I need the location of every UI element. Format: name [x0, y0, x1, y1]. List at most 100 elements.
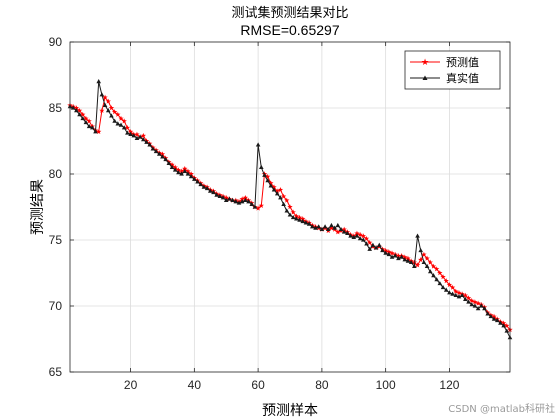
data-point-predicted: [424, 255, 430, 261]
series-layer: [67, 79, 513, 340]
data-point-actual: [70, 105, 76, 110]
data-point-predicted: [169, 161, 175, 168]
data-point-predicted: [469, 297, 475, 303]
data-point-predicted: [300, 216, 306, 222]
data-point-predicted: [386, 249, 392, 255]
data-point-actual: [207, 188, 213, 193]
data-point-actual: [488, 313, 494, 319]
data-point-predicted: [462, 292, 469, 298]
data-point-predicted: [421, 251, 427, 257]
data-point-predicted: [363, 235, 370, 241]
data-point-actual: [310, 224, 315, 229]
legend-label-predicted: 预测值: [446, 56, 479, 69]
data-point-actual: [443, 287, 449, 292]
data-point-predicted: [284, 197, 290, 203]
data-point-predicted: [127, 128, 134, 135]
data-point-predicted: [504, 323, 510, 329]
data-point-actual: [450, 291, 455, 296]
data-point-predicted: [500, 320, 507, 326]
data-point-actual: [147, 142, 153, 147]
data-point-predicted: [140, 132, 146, 138]
data-point-actual: [491, 316, 497, 321]
data-point-actual: [389, 254, 395, 259]
data-point-actual: [479, 303, 484, 308]
data-point-actual: [325, 226, 331, 232]
data-point-actual: [297, 217, 302, 222]
data-point-actual: [402, 257, 408, 262]
y-tick-label: 85: [49, 101, 63, 115]
x-tick-label: 20: [124, 378, 138, 392]
axes-box: [69, 41, 511, 373]
data-point-actual: [137, 134, 143, 139]
data-point-actual: [211, 189, 216, 195]
data-point-actual: [475, 306, 481, 311]
data-point-predicted: [475, 300, 481, 306]
data-point-predicted: [76, 107, 83, 113]
data-point-predicted: [159, 151, 166, 157]
data-point-predicted: [105, 98, 111, 104]
data-point-actual: [319, 226, 325, 232]
data-point-predicted: [239, 196, 245, 202]
watermark: CSDN @matlab科研社: [448, 402, 555, 415]
data-point-actual: [373, 245, 379, 250]
y-tick-label: 90: [49, 35, 63, 49]
data-point-predicted: [446, 282, 453, 288]
data-point-actual: [300, 218, 306, 224]
data-point-predicted: [80, 111, 86, 117]
data-point-predicted: [357, 231, 363, 237]
y-axis-label: 预测结果: [30, 179, 46, 235]
data-point-actual: [472, 303, 478, 308]
legend-marker-predicted: ★: [421, 58, 429, 68]
legend: ★ 预测值 真实值: [404, 50, 501, 90]
data-point-actual: [316, 224, 321, 229]
data-point-predicted: [242, 194, 249, 201]
data-point-actual: [86, 123, 92, 129]
ticks: 20 40 60 80 100 120 65 70 75 80 85 90: [49, 35, 510, 392]
data-point-actual: [485, 311, 490, 316]
x-tick-label: 80: [315, 378, 329, 392]
data-point-actual: [348, 233, 353, 238]
data-point-predicted: [86, 118, 92, 124]
data-point-actual: [153, 148, 159, 154]
data-point-predicted: [443, 278, 449, 284]
data-point-actual: [176, 170, 181, 175]
data-point-actual: [239, 199, 245, 204]
data-point-actual: [415, 233, 420, 238]
data-point-predicted: [223, 194, 229, 201]
data-point-actual: [74, 108, 79, 113]
data-point-actual: [437, 280, 443, 286]
x-tick-label: 40: [188, 378, 202, 392]
data-point-actual: [341, 229, 347, 234]
data-point-actual: [332, 225, 337, 230]
data-point-actual: [179, 171, 184, 176]
data-point-predicted: [111, 109, 118, 115]
data-point-predicted: [395, 253, 402, 259]
data-point-actual: [83, 119, 89, 125]
data-point-actual: [96, 79, 101, 84]
data-point-predicted: [182, 165, 188, 171]
data-point-predicted: [389, 250, 395, 256]
data-point-predicted: [449, 284, 456, 290]
data-point-predicted: [121, 118, 127, 124]
data-point-actual: [447, 290, 452, 295]
data-point-actual: [141, 137, 146, 142]
data-point-predicted: [255, 205, 261, 211]
data-point-actual: [281, 201, 286, 206]
data-point-actual: [427, 269, 433, 274]
data-point-actual: [469, 302, 475, 307]
data-point-actual: [252, 204, 258, 209]
data-point-actual: [482, 306, 487, 311]
data-point-actual: [351, 234, 357, 239]
data-point-actual: [185, 171, 191, 176]
data-point-actual: [421, 259, 427, 265]
data-point-actual: [262, 172, 267, 177]
data-point-actual: [408, 259, 414, 265]
data-point-actual: [345, 230, 350, 235]
x-tick-label: 60: [251, 378, 265, 392]
data-point-actual: [204, 185, 210, 191]
data-point-actual: [90, 125, 95, 130]
y-tick-label: 80: [49, 167, 63, 181]
data-point-predicted: [178, 168, 185, 174]
data-point-actual: [376, 242, 382, 247]
